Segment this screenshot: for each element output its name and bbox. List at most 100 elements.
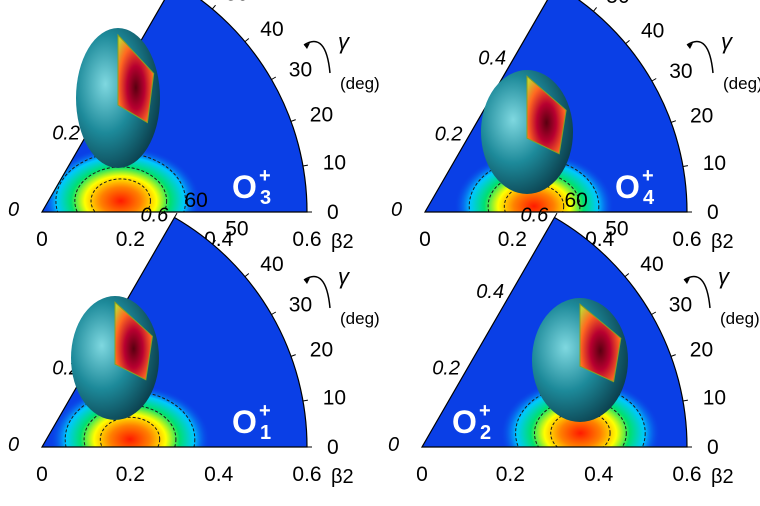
x-tick-label: 0 [419,228,431,251]
contour-line [74,166,168,212]
x-tick-label: 0.6 [292,228,321,251]
wedge-outline [420,216,688,448]
state-label: O [452,404,477,440]
contour-line [99,416,161,447]
gamma-tick-label: 50 [606,0,629,8]
gamma-tick-label: 0 [327,436,339,459]
x-tick-label: 0.6 [292,463,321,486]
x-tick-label: 0.6 [672,228,701,251]
gamma-symbol: γ [338,29,351,54]
gamma-arrow [303,275,331,309]
gamma-tick [290,119,296,122]
r-tick-label: 0.4 [476,281,504,303]
gamma-tick [625,39,630,44]
probability-hotspot [500,378,661,447]
r-tick-label: 0.2 [432,358,460,380]
state-subscript: 3 [260,187,271,209]
gamma-tick-label: 20 [690,339,713,362]
state-superscript: + [642,165,654,187]
gamma-tick-label: 10 [703,387,726,410]
gamma-tick-label: 0 [707,201,719,224]
x-tick-label: 0 [36,463,48,486]
density-cutaway-icon [481,70,573,194]
wedge-outline [40,0,308,213]
density-cutaway-icon [71,296,159,420]
state-superscript: + [259,165,271,187]
gamma-tick-label: 10 [703,152,726,175]
state-subscript: 4 [643,187,655,209]
gamma-arrow [686,40,714,74]
probability-hotspot [49,384,210,447]
gamma-arrowhead [304,278,310,284]
r-tick-label: 0.2 [52,123,80,145]
x-tick-label: 0.6 [672,463,701,486]
gamma-arrowhead [304,43,310,49]
gamma-tick [682,165,689,167]
gamma-tick [211,239,216,245]
gamma-tick-label: 30 [289,59,312,82]
r-tick-label: 0.2 [435,123,463,145]
gamma-tick-label: 50 [225,0,248,6]
gamma-tick-label: 60 [185,189,208,212]
gamma-tick [174,212,178,218]
r-tick-label: 0.6 [141,205,170,227]
r-tick-label: 0 [8,434,19,456]
x-tick-label: 0.4 [584,463,614,486]
x-axis-label: β2 [331,231,354,253]
gamma-tick-label: 20 [310,339,333,362]
r-tick-label: 0 [8,199,19,221]
contour-line [83,404,177,447]
gamma-tick-label: 30 [289,294,312,317]
gamma-tick-label: 10 [323,387,346,410]
state-subscript: 1 [260,422,271,444]
probability-hotspot [454,151,615,212]
gamma-tick [651,311,657,315]
gamma-tick-label: 30 [669,294,692,317]
x-tick-label: 0.2 [498,228,527,251]
x-tick-label: 0.2 [116,228,145,251]
gamma-tick [593,7,598,12]
gamma-arrowhead [687,43,693,49]
gamma-tick-label: 40 [640,253,663,276]
gamma-unit: (deg) [340,74,380,93]
gamma-tick [290,354,296,357]
x-tick-label: 0 [416,463,428,486]
gamma-tick [671,120,677,123]
gamma-tick [624,273,630,278]
gamma-tick-label: 20 [310,104,333,127]
contour-line [533,398,627,447]
x-tick-label: 0 [36,228,48,251]
state-superscript: + [259,400,271,422]
gamma-symbol: γ [718,264,731,289]
density-cutaway-icon [76,28,160,168]
x-tick-label: 0.2 [116,463,145,486]
wedge-outline [423,0,688,213]
state-label: O [232,404,257,440]
contour-line [487,171,581,212]
gamma-tick [302,399,308,402]
gamma-symbol: γ [338,264,351,289]
gamma-unit: (deg) [340,309,380,328]
gamma-tick [554,212,558,218]
gamma-tick [271,311,277,315]
x-tick-label: 0.4 [204,463,234,486]
gamma-tick-label: 60 [565,189,588,212]
state-label: O [232,169,257,205]
r-tick-label: 0.6 [521,205,550,227]
state-subscript: 2 [480,422,491,444]
state-label: O [615,169,640,205]
x-axis-label: β2 [331,466,354,488]
gamma-symbol: γ [721,29,734,54]
gamma-tick [244,38,250,43]
x-axis-label: β2 [711,466,734,488]
gamma-tick-label: 30 [669,60,692,83]
state-superscript: + [479,400,491,422]
r-tick-label: 0 [391,199,402,221]
gamma-arrowhead [684,278,690,284]
density-cutaway-icon [532,298,628,422]
gamma-tick [682,399,688,402]
gamma-tick-label: 20 [690,105,713,128]
